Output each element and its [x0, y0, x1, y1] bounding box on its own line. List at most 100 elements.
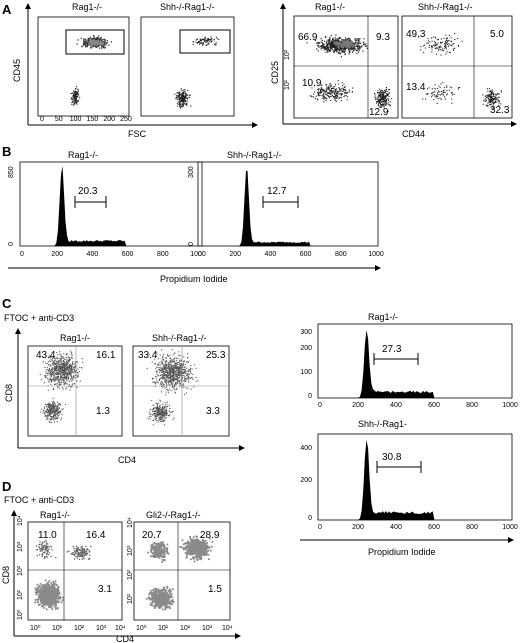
event-dot	[330, 47, 333, 49]
event-dot	[63, 363, 65, 365]
event-dot	[70, 367, 72, 369]
event-dot	[35, 589, 38, 592]
event-dot	[321, 47, 323, 49]
event-dot	[322, 89, 324, 91]
event-dot	[53, 377, 55, 379]
event-dot	[58, 364, 60, 366]
event-dot	[375, 97, 377, 99]
c-hist-1-gate	[373, 353, 419, 365]
event-dot	[64, 383, 66, 385]
event-dot	[440, 83, 442, 85]
event-dot	[158, 411, 160, 413]
event-dot	[173, 370, 175, 372]
event-dot	[58, 373, 60, 375]
event-dot	[377, 92, 379, 94]
event-dot	[179, 106, 181, 108]
event-dot	[52, 580, 55, 583]
event-dot	[328, 40, 330, 42]
event-dot	[153, 413, 155, 415]
event-dot	[60, 371, 62, 373]
event-dot	[177, 363, 179, 365]
event-dot	[43, 606, 45, 609]
event-dot	[52, 419, 54, 421]
event-dot	[69, 357, 71, 359]
event-dot	[96, 40, 98, 42]
event-dot	[438, 85, 440, 87]
event-dot	[51, 406, 53, 408]
a-left-xlabel: FSC	[128, 129, 147, 139]
event-dot	[332, 86, 334, 88]
event-dot	[44, 414, 46, 416]
event-dot	[102, 46, 104, 49]
event-dot	[77, 375, 79, 377]
event-dot	[71, 357, 73, 359]
event-dot	[62, 357, 64, 359]
event-dot	[62, 366, 64, 368]
event-dot	[380, 106, 382, 108]
event-dot	[54, 421, 56, 423]
event-dot	[332, 92, 334, 94]
event-dot	[187, 371, 189, 373]
event-dot	[54, 413, 56, 415]
event-dot	[339, 41, 341, 43]
event-dot	[92, 45, 94, 47]
event-dot	[171, 359, 173, 361]
event-dot	[57, 402, 59, 404]
event-dot	[173, 380, 175, 382]
event-dot	[69, 372, 71, 374]
event-dot	[152, 409, 154, 411]
event-dot	[329, 91, 331, 93]
event-dot	[374, 96, 376, 98]
event-dot	[84, 39, 87, 41]
event-dot	[169, 364, 171, 366]
event-dot	[350, 40, 353, 42]
event-dot	[435, 43, 437, 45]
event-dot	[158, 410, 160, 412]
event-dot	[53, 415, 55, 417]
event-dot	[103, 38, 106, 40]
event-dot	[157, 407, 159, 409]
event-dot	[335, 96, 337, 98]
event-dot	[65, 377, 67, 379]
event-dot	[356, 52, 358, 55]
event-dot	[152, 410, 154, 412]
event-dot	[53, 388, 55, 390]
event-dot	[347, 91, 349, 93]
event-dot	[160, 420, 162, 422]
event-dot	[176, 369, 178, 371]
event-dot	[52, 417, 54, 419]
event-dot	[51, 380, 53, 382]
event-dot	[83, 40, 85, 42]
event-dot	[183, 375, 185, 377]
event-dot	[311, 95, 313, 97]
event-dot	[81, 46, 83, 48]
event-dot	[64, 381, 66, 383]
a-left-title-1: Rag1-/-	[72, 2, 102, 12]
event-dot	[207, 38, 209, 40]
event-dot	[175, 362, 177, 364]
event-dot	[62, 364, 64, 366]
event-dot	[47, 378, 49, 380]
event-dot	[181, 381, 183, 383]
event-dot	[36, 601, 39, 604]
event-dot	[164, 402, 166, 404]
event-dot	[48, 587, 50, 589]
a-right-plot-1-q-ll: 10.9	[302, 78, 322, 89]
event-dot	[57, 405, 59, 407]
event-dot	[165, 394, 167, 396]
event-dot	[169, 414, 171, 416]
event-dot	[379, 91, 381, 93]
event-dot	[65, 388, 67, 390]
event-dot	[184, 89, 186, 91]
event-dot	[56, 357, 58, 359]
event-dot	[491, 92, 493, 94]
event-dot	[165, 364, 167, 366]
event-dot	[54, 379, 56, 381]
event-dot	[183, 371, 185, 373]
event-dot	[35, 593, 38, 596]
event-dot	[461, 40, 463, 42]
event-dot	[159, 419, 161, 421]
event-dot	[343, 89, 345, 91]
event-dot	[442, 93, 444, 95]
event-dot	[201, 42, 203, 44]
